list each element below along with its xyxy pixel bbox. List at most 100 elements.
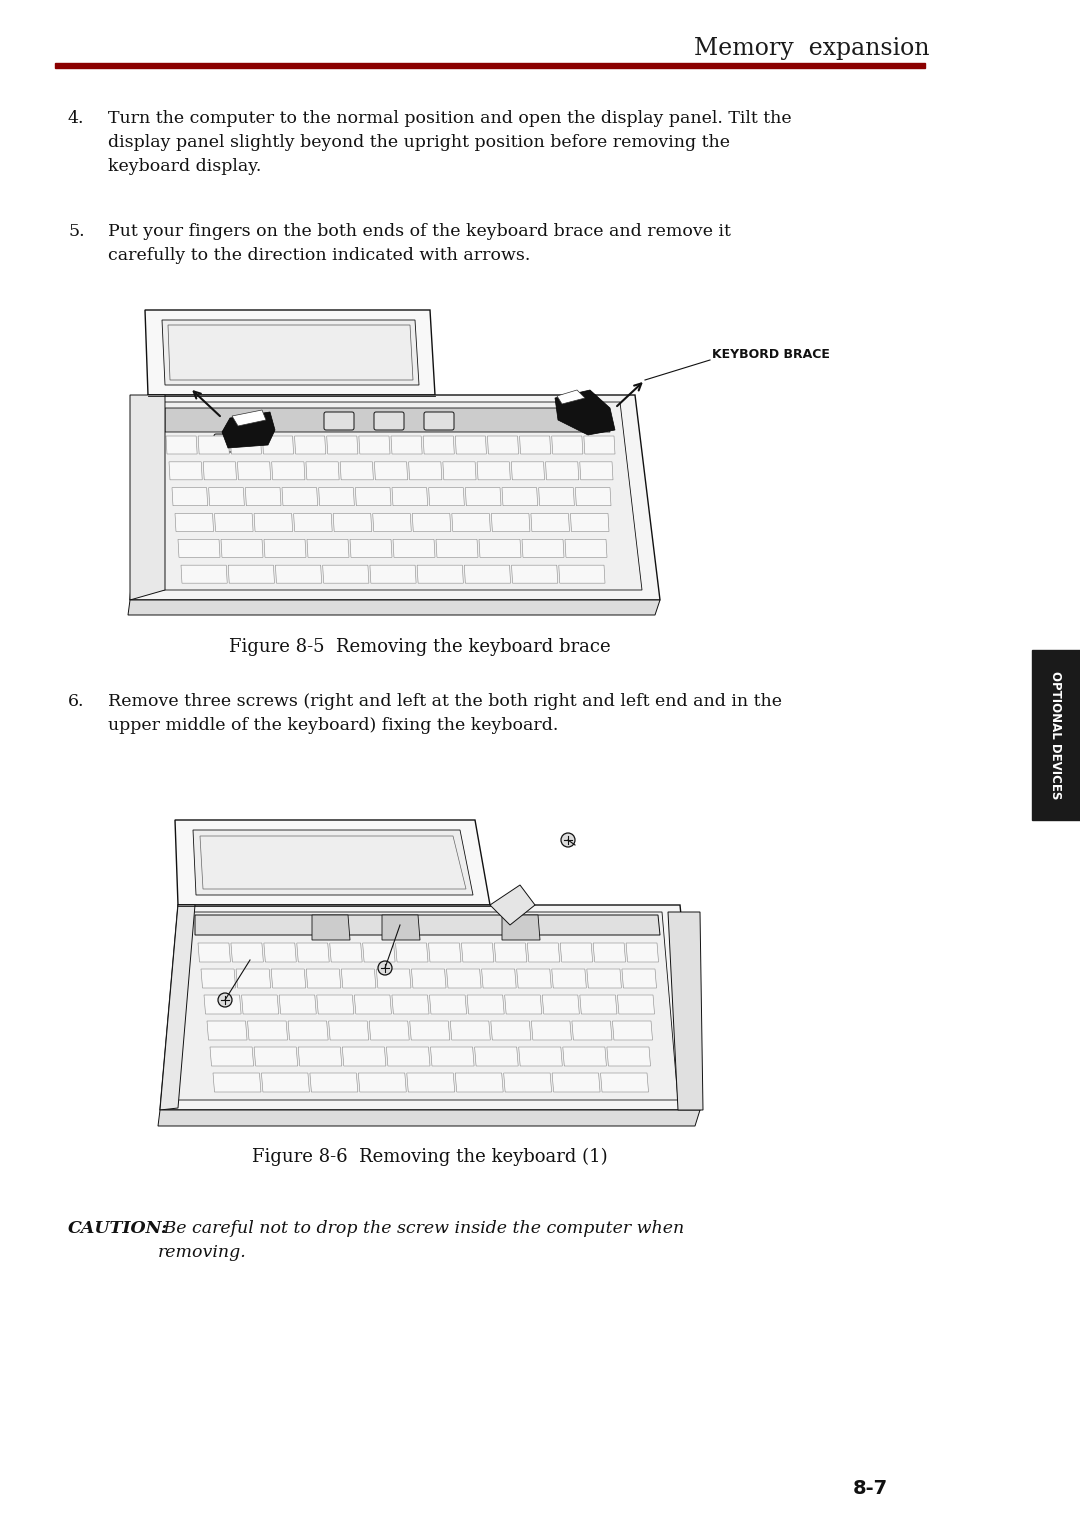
Polygon shape bbox=[456, 1073, 503, 1092]
Polygon shape bbox=[612, 1021, 652, 1040]
Polygon shape bbox=[558, 566, 605, 583]
Polygon shape bbox=[584, 436, 615, 454]
Polygon shape bbox=[254, 1047, 298, 1066]
Polygon shape bbox=[369, 566, 416, 583]
Bar bbox=[55, 63, 924, 67]
Polygon shape bbox=[262, 436, 294, 454]
Text: 6.: 6. bbox=[68, 693, 84, 709]
Polygon shape bbox=[359, 436, 390, 454]
Polygon shape bbox=[193, 830, 473, 894]
Polygon shape bbox=[198, 943, 230, 962]
Polygon shape bbox=[411, 969, 446, 988]
Polygon shape bbox=[393, 540, 435, 558]
Polygon shape bbox=[295, 436, 326, 454]
Polygon shape bbox=[461, 943, 494, 962]
Polygon shape bbox=[502, 488, 538, 506]
Polygon shape bbox=[341, 969, 376, 988]
Polygon shape bbox=[328, 1021, 368, 1040]
Polygon shape bbox=[552, 1073, 600, 1092]
Polygon shape bbox=[210, 1047, 254, 1066]
Polygon shape bbox=[166, 436, 198, 454]
Polygon shape bbox=[539, 488, 575, 506]
Polygon shape bbox=[162, 320, 419, 385]
Polygon shape bbox=[580, 462, 613, 480]
Polygon shape bbox=[312, 914, 350, 940]
Polygon shape bbox=[450, 1021, 490, 1040]
Polygon shape bbox=[319, 488, 354, 506]
Polygon shape bbox=[561, 943, 593, 962]
Polygon shape bbox=[181, 566, 227, 583]
Polygon shape bbox=[622, 969, 657, 988]
Polygon shape bbox=[531, 1021, 571, 1040]
Polygon shape bbox=[334, 514, 372, 532]
Polygon shape bbox=[316, 995, 354, 1014]
Text: KEYBORD BRACE: KEYBORD BRACE bbox=[712, 349, 829, 361]
Polygon shape bbox=[375, 462, 407, 480]
Polygon shape bbox=[387, 1047, 430, 1066]
Polygon shape bbox=[429, 488, 464, 506]
Polygon shape bbox=[600, 1073, 648, 1092]
Polygon shape bbox=[282, 488, 318, 506]
Polygon shape bbox=[158, 1110, 700, 1125]
Polygon shape bbox=[618, 995, 654, 1014]
Polygon shape bbox=[271, 969, 306, 988]
Polygon shape bbox=[552, 436, 583, 454]
Polygon shape bbox=[373, 514, 411, 532]
Polygon shape bbox=[130, 394, 660, 599]
Text: OPTIONAL DEVICES: OPTIONAL DEVICES bbox=[1050, 671, 1063, 800]
Text: CAUTION:: CAUTION: bbox=[68, 1220, 168, 1237]
Polygon shape bbox=[297, 943, 329, 962]
Polygon shape bbox=[340, 462, 374, 480]
Polygon shape bbox=[165, 408, 610, 433]
Polygon shape bbox=[504, 995, 542, 1014]
Polygon shape bbox=[306, 462, 339, 480]
Polygon shape bbox=[512, 566, 557, 583]
Polygon shape bbox=[369, 1021, 409, 1040]
Polygon shape bbox=[129, 599, 660, 615]
Polygon shape bbox=[245, 488, 281, 506]
Polygon shape bbox=[607, 1047, 650, 1066]
Polygon shape bbox=[491, 514, 530, 532]
Polygon shape bbox=[456, 436, 486, 454]
Polygon shape bbox=[242, 995, 279, 1014]
Polygon shape bbox=[408, 462, 442, 480]
Polygon shape bbox=[215, 514, 253, 532]
Polygon shape bbox=[172, 488, 207, 506]
Polygon shape bbox=[474, 1047, 518, 1066]
Polygon shape bbox=[298, 1047, 341, 1066]
Polygon shape bbox=[363, 943, 395, 962]
Polygon shape bbox=[294, 514, 333, 532]
Text: 8-7: 8-7 bbox=[852, 1479, 888, 1497]
Polygon shape bbox=[555, 390, 615, 434]
Polygon shape bbox=[350, 540, 392, 558]
Polygon shape bbox=[130, 394, 165, 599]
Polygon shape bbox=[310, 1073, 357, 1092]
Polygon shape bbox=[231, 943, 264, 962]
Polygon shape bbox=[354, 995, 391, 1014]
Text: Be careful not to drop the screw inside the computer when
removing.: Be careful not to drop the screw inside … bbox=[158, 1220, 685, 1261]
Polygon shape bbox=[247, 1021, 287, 1040]
Polygon shape bbox=[391, 436, 422, 454]
Text: Figure 8-5  Removing the keyboard brace: Figure 8-5 Removing the keyboard brace bbox=[229, 638, 611, 656]
Polygon shape bbox=[232, 410, 266, 427]
Polygon shape bbox=[407, 1073, 455, 1092]
Polygon shape bbox=[467, 995, 504, 1014]
Polygon shape bbox=[522, 540, 564, 558]
Polygon shape bbox=[572, 1021, 612, 1040]
Polygon shape bbox=[518, 1047, 563, 1066]
Polygon shape bbox=[495, 943, 527, 962]
Polygon shape bbox=[511, 462, 544, 480]
Polygon shape bbox=[160, 905, 700, 1110]
Polygon shape bbox=[423, 436, 455, 454]
Polygon shape bbox=[342, 1047, 386, 1066]
Polygon shape bbox=[576, 488, 611, 506]
Text: 4.: 4. bbox=[68, 110, 84, 127]
FancyBboxPatch shape bbox=[374, 411, 404, 430]
Polygon shape bbox=[208, 488, 244, 506]
Polygon shape bbox=[519, 436, 551, 454]
Polygon shape bbox=[288, 1021, 328, 1040]
Polygon shape bbox=[409, 1021, 449, 1040]
Polygon shape bbox=[175, 820, 490, 905]
Polygon shape bbox=[552, 969, 586, 988]
Polygon shape bbox=[238, 462, 271, 480]
